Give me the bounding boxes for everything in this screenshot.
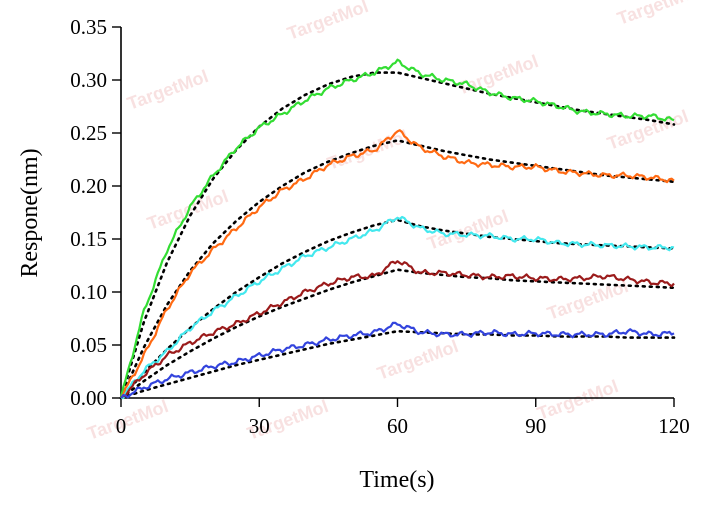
y-tick-label: 0.00 — [70, 386, 107, 410]
watermark-text: TargetMol — [455, 51, 541, 99]
x-tick-label: 0 — [116, 414, 127, 438]
y-tick-label: 0.25 — [70, 121, 107, 145]
watermark-text: TargetMol — [125, 66, 211, 114]
fit-curve-1 — [119, 71, 676, 400]
series-line-5 — [120, 321, 675, 399]
x-tick-label: 90 — [525, 414, 546, 438]
x-axis-title: Time(s) — [359, 467, 434, 493]
series-line-2 — [120, 129, 675, 399]
fit-curve-5 — [119, 329, 676, 400]
x-ticks: 0 30 60 90 120 — [116, 398, 690, 438]
y-ticks: 0.00 0.05 0.10 0.15 0.20 0.25 0.30 0.35 — [70, 15, 121, 410]
x-tick-label: 120 — [658, 414, 690, 438]
x-tick-label: 60 — [387, 414, 408, 438]
series-line-4 — [120, 260, 675, 399]
fit-curve-4 — [119, 268, 676, 400]
y-tick-label: 0.10 — [70, 280, 107, 304]
watermark-text: TargetMol — [615, 0, 701, 29]
watermark-text: TargetMol — [535, 376, 621, 424]
y-tick-label: 0.05 — [70, 333, 107, 357]
series-line-3 — [121, 215, 675, 400]
series-line-1 — [119, 58, 675, 399]
y-tick-label: 0.15 — [70, 227, 107, 251]
x-tick-label: 30 — [249, 414, 270, 438]
watermark-text: TargetMol — [375, 336, 461, 384]
data-series — [119, 58, 675, 400]
y-tick-label: 0.30 — [70, 68, 107, 92]
fit-curve-2 — [119, 139, 676, 400]
y-tick-label: 0.20 — [70, 174, 107, 198]
fit-curves — [119, 71, 676, 400]
y-tick-label: 0.35 — [70, 15, 107, 39]
watermark-text: TargetMol — [285, 0, 371, 44]
y-axis-title: Respone(nm) — [17, 148, 43, 277]
